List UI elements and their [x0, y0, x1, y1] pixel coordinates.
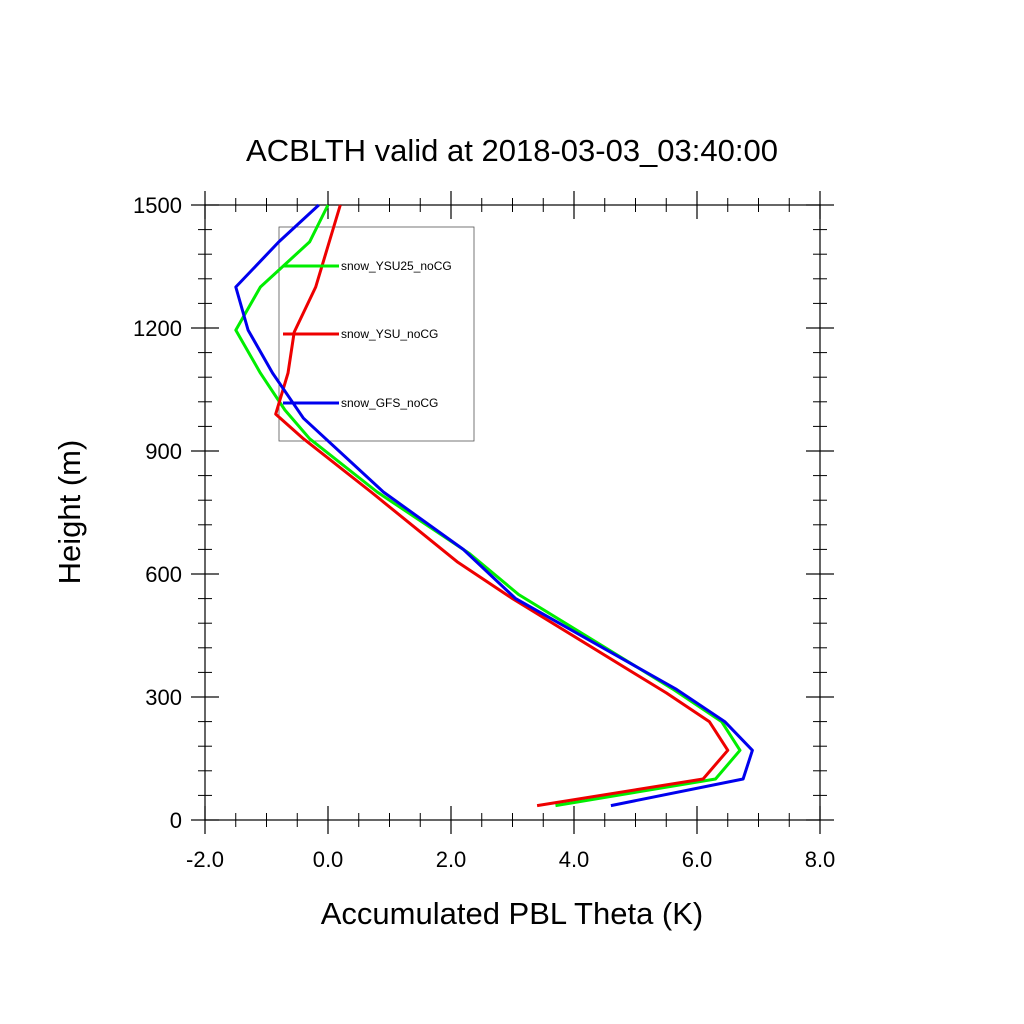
legend-label: snow_YSU_noCG — [341, 327, 438, 341]
y-tick-label: 0 — [170, 808, 182, 833]
chart-title: ACBLTH valid at 2018-03-03_03:40:00 — [246, 133, 778, 168]
legend-label: snow_GFS_noCG — [341, 396, 438, 410]
ticks-layer: -2.0 0.0 2.0 4.0 6.0 8.0 0 300 600 900 1200 1500 — [133, 191, 835, 872]
y-tick-label: 1500 — [133, 193, 182, 218]
x-tick-label: 6.0 — [682, 847, 713, 872]
series-line — [274, 204, 730, 808]
x-tick-label: 4.0 — [559, 847, 590, 872]
series-line — [234, 203, 754, 808]
x-tick-label: 2.0 — [436, 847, 467, 872]
y-tick-label: 1200 — [133, 316, 182, 341]
y-tick-label: 300 — [145, 685, 182, 710]
y-axis-label: Height (m) — [52, 440, 87, 585]
x-tick-label: -2.0 — [186, 847, 224, 872]
y-tick-label: 600 — [145, 562, 182, 587]
legend-label: snow_YSU25_noCG — [341, 259, 452, 273]
series-line — [234, 204, 742, 808]
legend-layer: snow_YSU25_noCG snow_YSU_noCG snow_GFS_noC… — [283, 259, 452, 410]
legend-frame — [278, 226, 475, 442]
legend-box-layer — [278, 226, 475, 442]
y-tick-label: 900 — [145, 439, 182, 464]
x-tick-label: 0.0 — [313, 847, 344, 872]
series-layer — [234, 203, 754, 808]
x-tick-label: 8.0 — [805, 847, 836, 872]
x-axis-label: Accumulated PBL Theta (K) — [321, 896, 704, 931]
plot-area-frame — [204, 204, 821, 821]
